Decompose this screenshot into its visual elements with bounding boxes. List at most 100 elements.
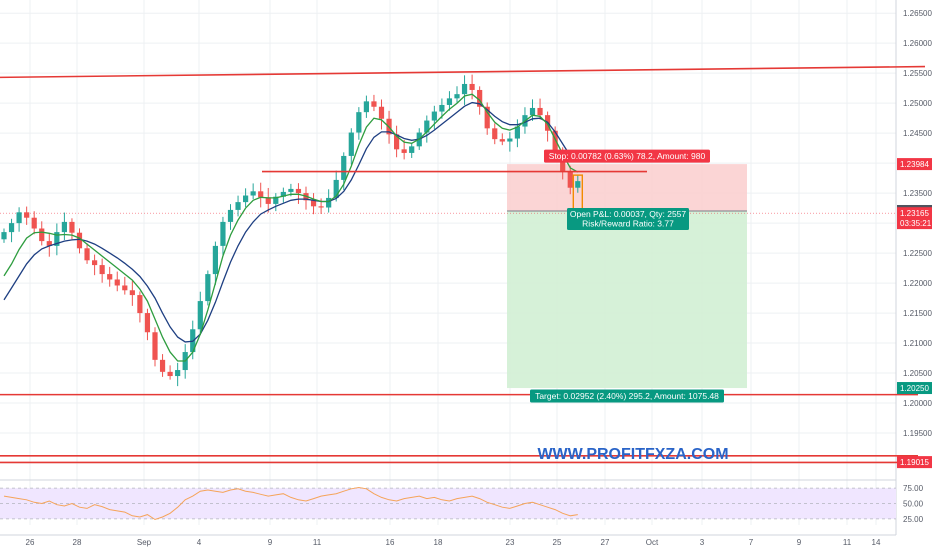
price-axis[interactable]: 1.265001.260001.255001.250001.245001.240… [897, 9, 932, 524]
price-tick-4: 1.24500 [903, 129, 932, 138]
price-tick-10: 1.21500 [903, 309, 932, 318]
time-tick-3: 4 [197, 538, 202, 547]
target-label-group: Target: 0.02952 (2.40%) 295.2, Amount: 1… [530, 389, 724, 403]
rsi-tick-1: 50.00 [903, 500, 924, 509]
candle-body-2 [16, 212, 22, 224]
candle-body-60 [454, 94, 460, 99]
trendline-0[interactable] [0, 65, 926, 79]
candle-body-1 [8, 223, 15, 233]
time-tick-0: 26 [26, 538, 35, 547]
price-tick-2: 1.25500 [903, 69, 932, 78]
candle-body-30 [227, 209, 234, 222]
candle-body-35 [265, 197, 271, 204]
candle-body-19 [144, 313, 151, 333]
rsi-panel [0, 486, 896, 521]
candle-body-14 [107, 274, 113, 280]
candle-body-32 [243, 195, 249, 203]
candle-body-63 [477, 89, 483, 107]
stop-label: Stop: 0.00782 (0.63%) 78.2, Amount: 980 [549, 151, 706, 161]
price-tick-0: 1.26500 [903, 9, 932, 18]
candle-body-53 [401, 149, 407, 153]
time-tick-14: 9 [797, 538, 802, 547]
candle-body-8 [61, 221, 67, 233]
candle-body-12 [92, 260, 98, 266]
candle-body-5 [39, 228, 45, 242]
price-tag-box-2 [897, 207, 932, 220]
time-axis[interactable]: 26 28 Sep 4 9 11 16 18 23 25 27 Oct 3 7 9 11 14 [26, 538, 881, 547]
candle-body-46 [348, 132, 354, 156]
candle-body-48 [363, 101, 369, 113]
price-tag-4: 1.20250 [900, 384, 929, 393]
candle-body-17 [129, 290, 135, 296]
trendlines-layer[interactable] [0, 65, 926, 464]
price-tag-box-3 [897, 217, 932, 230]
candle-body-50 [378, 106, 385, 119]
candle-body-18 [137, 295, 143, 314]
candle-body-76 [575, 181, 581, 188]
pnl-label-box [567, 207, 689, 230]
target-label: Target: 0.02952 (2.40%) 295.2, Amount: 1… [535, 391, 719, 401]
ratio-label: Risk/Reward Ratio: 3.77 [582, 218, 674, 228]
price-tick-9: 1.22000 [903, 279, 932, 288]
price-tag-3: 03:35:21 [900, 219, 932, 228]
candle-body-54 [409, 146, 415, 153]
candle-body-37 [280, 191, 286, 197]
candle-body-3 [24, 212, 30, 218]
candle-body-41 [310, 200, 317, 207]
candle-body-10 [76, 232, 83, 249]
time-tick-11: Oct [646, 538, 659, 547]
candle-body-22 [167, 371, 173, 377]
candle-body-73 [552, 130, 558, 153]
candle-body-7 [54, 232, 60, 246]
time-tick-7: 18 [434, 538, 443, 547]
candle-body-70 [529, 107, 536, 116]
pnl-label-group: Open P&L: 0.00037, Qty: 2557Risk/Reward … [567, 207, 689, 230]
price-tag-box-4 [897, 382, 932, 395]
price-tag-box-5 [897, 456, 932, 469]
candle-body-26 [197, 301, 203, 330]
candle-body-34 [258, 191, 264, 198]
time-tick-16: 14 [872, 538, 881, 547]
time-tick-4: 9 [268, 538, 273, 547]
moving-averages [3, 93, 579, 362]
time-tick-13: 7 [749, 538, 754, 547]
position-labels: Stop: 0.00782 (0.63%) 78.2, Amount: 980 O… [530, 149, 724, 403]
position-zones [0, 164, 896, 389]
rsi-line [3, 486, 578, 521]
candle-body-59 [446, 98, 453, 105]
pnl-label: Open P&L: 0.00037, Qty: 2557 [570, 209, 687, 219]
candle-body-45 [341, 155, 347, 180]
candle-body-13 [99, 265, 105, 275]
ema-fast-line [3, 93, 579, 362]
candle-body-62 [469, 83, 475, 90]
candle-body-11 [84, 248, 90, 261]
candle-body-68 [514, 126, 520, 139]
candle-body-0 [1, 232, 7, 240]
time-tick-1: 28 [73, 538, 82, 547]
candle-body-71 [537, 107, 543, 116]
candle-body-36 [273, 196, 279, 204]
candle-body-15 [114, 279, 120, 286]
price-tick-11: 1.21000 [903, 339, 932, 348]
candle-body-6 [46, 241, 52, 246]
price-tick-13: 1.20000 [903, 399, 932, 408]
target-zone [507, 210, 747, 389]
candle-body-38 [288, 188, 294, 192]
price-tick-1: 1.26000 [903, 39, 932, 48]
candle-body-42 [318, 206, 324, 208]
price-tag-0: 1.23984 [900, 160, 929, 169]
time-tick-5: 11 [313, 538, 322, 547]
stop-label-group: Stop: 0.00782 (0.63%) 78.2, Amount: 980 [544, 149, 710, 163]
candle-body-75 [567, 171, 573, 188]
candle-body-66 [499, 139, 505, 142]
price-tag-2: 1.23165 [900, 209, 929, 218]
rsi-tick-0: 75.00 [903, 484, 924, 493]
candle-body-27 [205, 274, 211, 302]
rsi-tick-2: 25.00 [903, 515, 924, 524]
price-tick-12: 1.20500 [903, 369, 932, 378]
candle-body-33 [250, 191, 256, 196]
price-tag-box-0 [897, 158, 932, 171]
time-tick-12: 3 [700, 538, 705, 547]
